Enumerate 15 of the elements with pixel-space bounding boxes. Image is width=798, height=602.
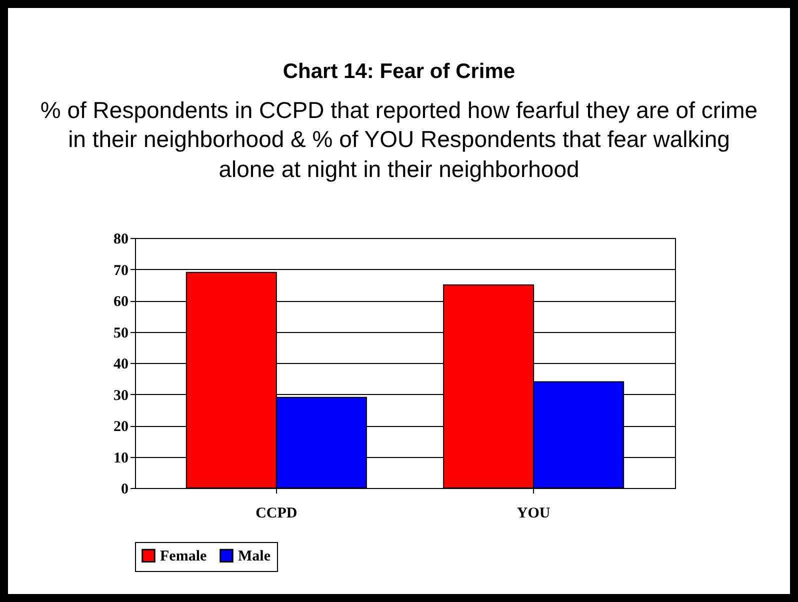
x-tick-label: YOU — [516, 506, 550, 522]
y-tick-label: 30 — [114, 388, 128, 404]
x-tick-label: CCPD — [256, 506, 298, 522]
chart-subtitle: % of Respondents in CCPD that reported how fearful they are of crime in their neighborhood & % of YOU Respondents that fear walking alone at night in their neighborhood — [39, 96, 759, 184]
y-tick-label: 40 — [114, 356, 128, 372]
legend-label: Male — [238, 548, 271, 565]
y-tick-label: 60 — [114, 294, 128, 310]
y-tick-label: 10 — [114, 450, 128, 466]
legend-label: Female — [160, 548, 207, 565]
y-tick-label: 20 — [114, 419, 128, 435]
y-tick-label: 70 — [114, 262, 128, 279]
y-tick-label: 50 — [114, 325, 128, 342]
y-tick-label: 0 — [121, 482, 128, 498]
chart-title: Chart 14: Fear of Crime — [282, 60, 516, 84]
y-tick-label: 80 — [114, 232, 128, 248]
